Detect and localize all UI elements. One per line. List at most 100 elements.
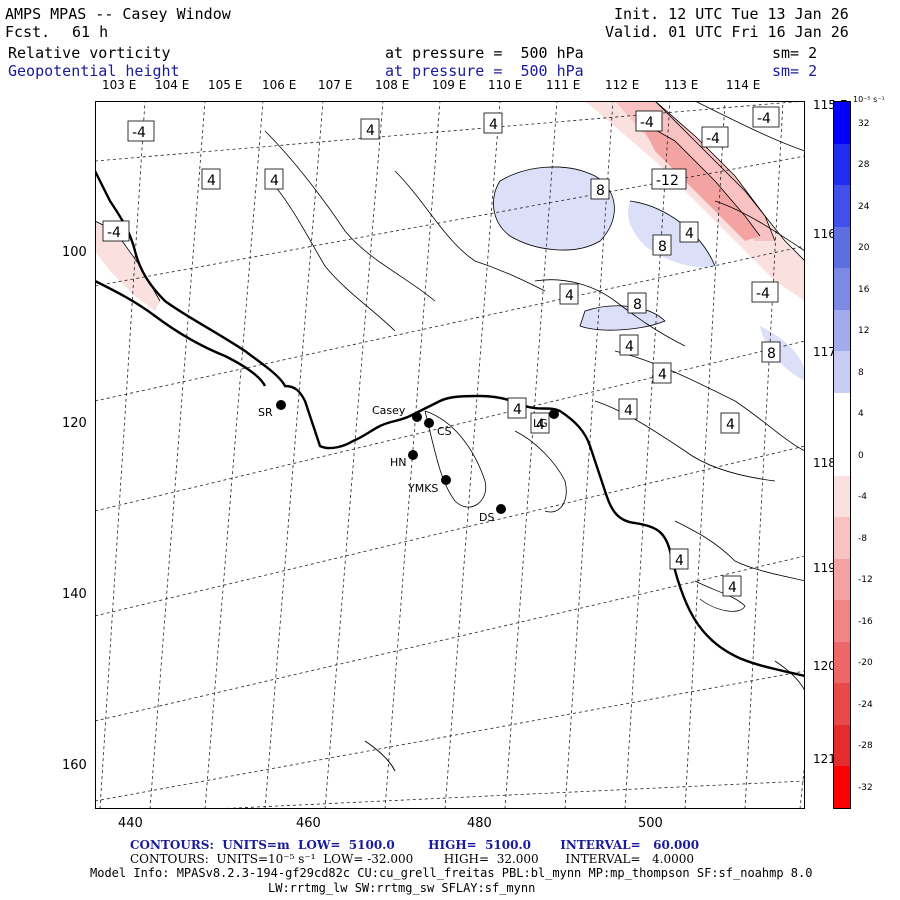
colorbar-swatch [834,766,850,809]
contour-label: 8 [652,234,672,256]
colorbar-swatch [834,517,850,560]
station-marker [412,412,422,422]
contour-label-text: -4 [756,286,770,302]
colorbar-swatch [834,475,850,518]
station-cs[interactable]: CS [424,418,452,438]
smoothing-vorticity: sm= 2 [772,44,818,62]
stations: SR Casey CS HN YMKS DS LG [258,400,559,524]
contour-label: 4 [669,548,689,570]
contour-label: -4 [752,106,780,128]
contour-label: 4 [201,168,221,190]
station-ds[interactable]: DS [479,504,506,524]
contour-label: -4 [635,110,663,132]
negative-vorticity-area [640,121,760,241]
x-tick: 500 [638,816,663,831]
colorbar-level: -28 [858,741,873,752]
colorbar-level: -24 [858,699,873,710]
station-label: YMKS [407,482,438,495]
contour-label: 4 [559,283,579,305]
plot-title: AMPS MPAS -- Casey Window [5,5,231,23]
contour-label: -4 [102,220,130,242]
contour-label-text: 4 [536,417,545,433]
contour-label-text: 8 [767,346,776,362]
colorbar-swatch [834,641,850,684]
station-label: LG [533,417,548,430]
colorbar-level: -32 [858,783,873,793]
station-label: DS [479,511,494,524]
y-tick: 160 [62,758,87,773]
footer-radiation-info: LW:rrtmg_lw SW:rrtmg_sw SFLAY:sf_mynn [268,881,536,895]
x-tick: 480 [467,816,492,831]
y-tick: 100 [62,245,87,260]
contour-label: 4 [720,412,740,434]
colorbar-swatch [834,143,850,186]
init-time: Init. 12 UTC Tue 13 Jan 26 [614,5,849,23]
coastline [95,279,267,387]
contour-label-text: -4 [107,225,121,241]
contour-label-text: 4 [658,367,667,383]
pressure-vorticity: at pressure = 500 hPa [385,44,584,62]
lon-label: 106 E [262,78,297,92]
negative-vorticity-area [95,221,160,311]
station-label: HN [390,456,407,469]
contour-label-text: -4 [706,131,720,147]
positive-vorticity-area [493,166,615,251]
field-vorticity: Relative vorticity [8,44,171,62]
colorbar-level: 0 [858,450,864,461]
y-tick: 120 [62,416,87,431]
contour-label-text: 8 [633,297,642,313]
colorbar [833,101,851,809]
colorbar-level: 8 [858,367,864,378]
station-hn[interactable]: HN [390,450,418,469]
station-sr[interactable]: SR [258,400,286,419]
lon-label: 112 E [605,78,640,92]
lon-label: 105 E [208,78,243,92]
station-ymks[interactable]: YMKS [407,475,451,495]
colorbar-level: 12 [858,326,870,337]
contour-label: -4 [751,281,779,303]
contour-label: -12 [651,168,687,190]
colorbar-level: 16 [858,284,870,295]
contour-label-text: 4 [726,417,735,433]
colorbar-swatch [834,102,850,145]
colorbar-swatch [834,268,850,311]
station-casey[interactable]: Casey [372,404,422,422]
colorbar-swatch [834,724,850,767]
footer-vorticity-contours: CONTOURS: UNITS=10⁻⁵ s⁻¹ LOW= -32.000 HI… [130,852,694,866]
forecast-label: Fcst. [5,23,51,41]
colorbar-swatch [834,351,850,394]
forecast-hour: 61 h [72,23,109,41]
lon-label: 104 E [155,78,190,92]
colorbar-level: 32 [858,118,870,129]
footer-geopotential-contours: CONTOURS: UNITS=m LOW= 5100.0 HIGH= 5100… [130,838,700,852]
station-label: CS [437,425,452,438]
station-marker [496,504,506,514]
vorticity-shading [95,101,805,381]
contour-label: -4 [127,120,155,142]
contour-label: 4 [530,412,550,434]
station-lg[interactable]: LG [533,409,559,430]
station-marker [441,475,451,485]
colorbar-level: -20 [858,658,873,669]
negative-vorticity-area [585,101,805,301]
contour-label-text: 4 [625,339,634,355]
contour-label-text: 4 [728,580,737,596]
colorbar-level: 20 [858,243,870,254]
contour-label-text: 4 [565,288,574,304]
coastline-fragment [364,740,396,772]
contour-label-text: -4 [132,125,146,141]
colorbar-swatch [834,600,850,643]
contour-label-text: 4 [489,117,498,133]
contour-label: 8 [590,178,610,200]
station-marker [549,409,559,419]
contour-label: 8 [627,292,647,314]
colorbar-level: 4 [858,409,864,420]
smoothing-geopotential: sm= 2 [772,62,818,80]
colorbar-level: -4 [858,492,867,503]
positive-vorticity-area [760,326,805,381]
station-label: Casey [372,404,406,417]
contour-label-text: 4 [685,226,694,242]
colorbar-swatch [834,185,850,228]
colorbar-level: -16 [858,616,873,627]
contour-label: 4 [618,398,638,420]
